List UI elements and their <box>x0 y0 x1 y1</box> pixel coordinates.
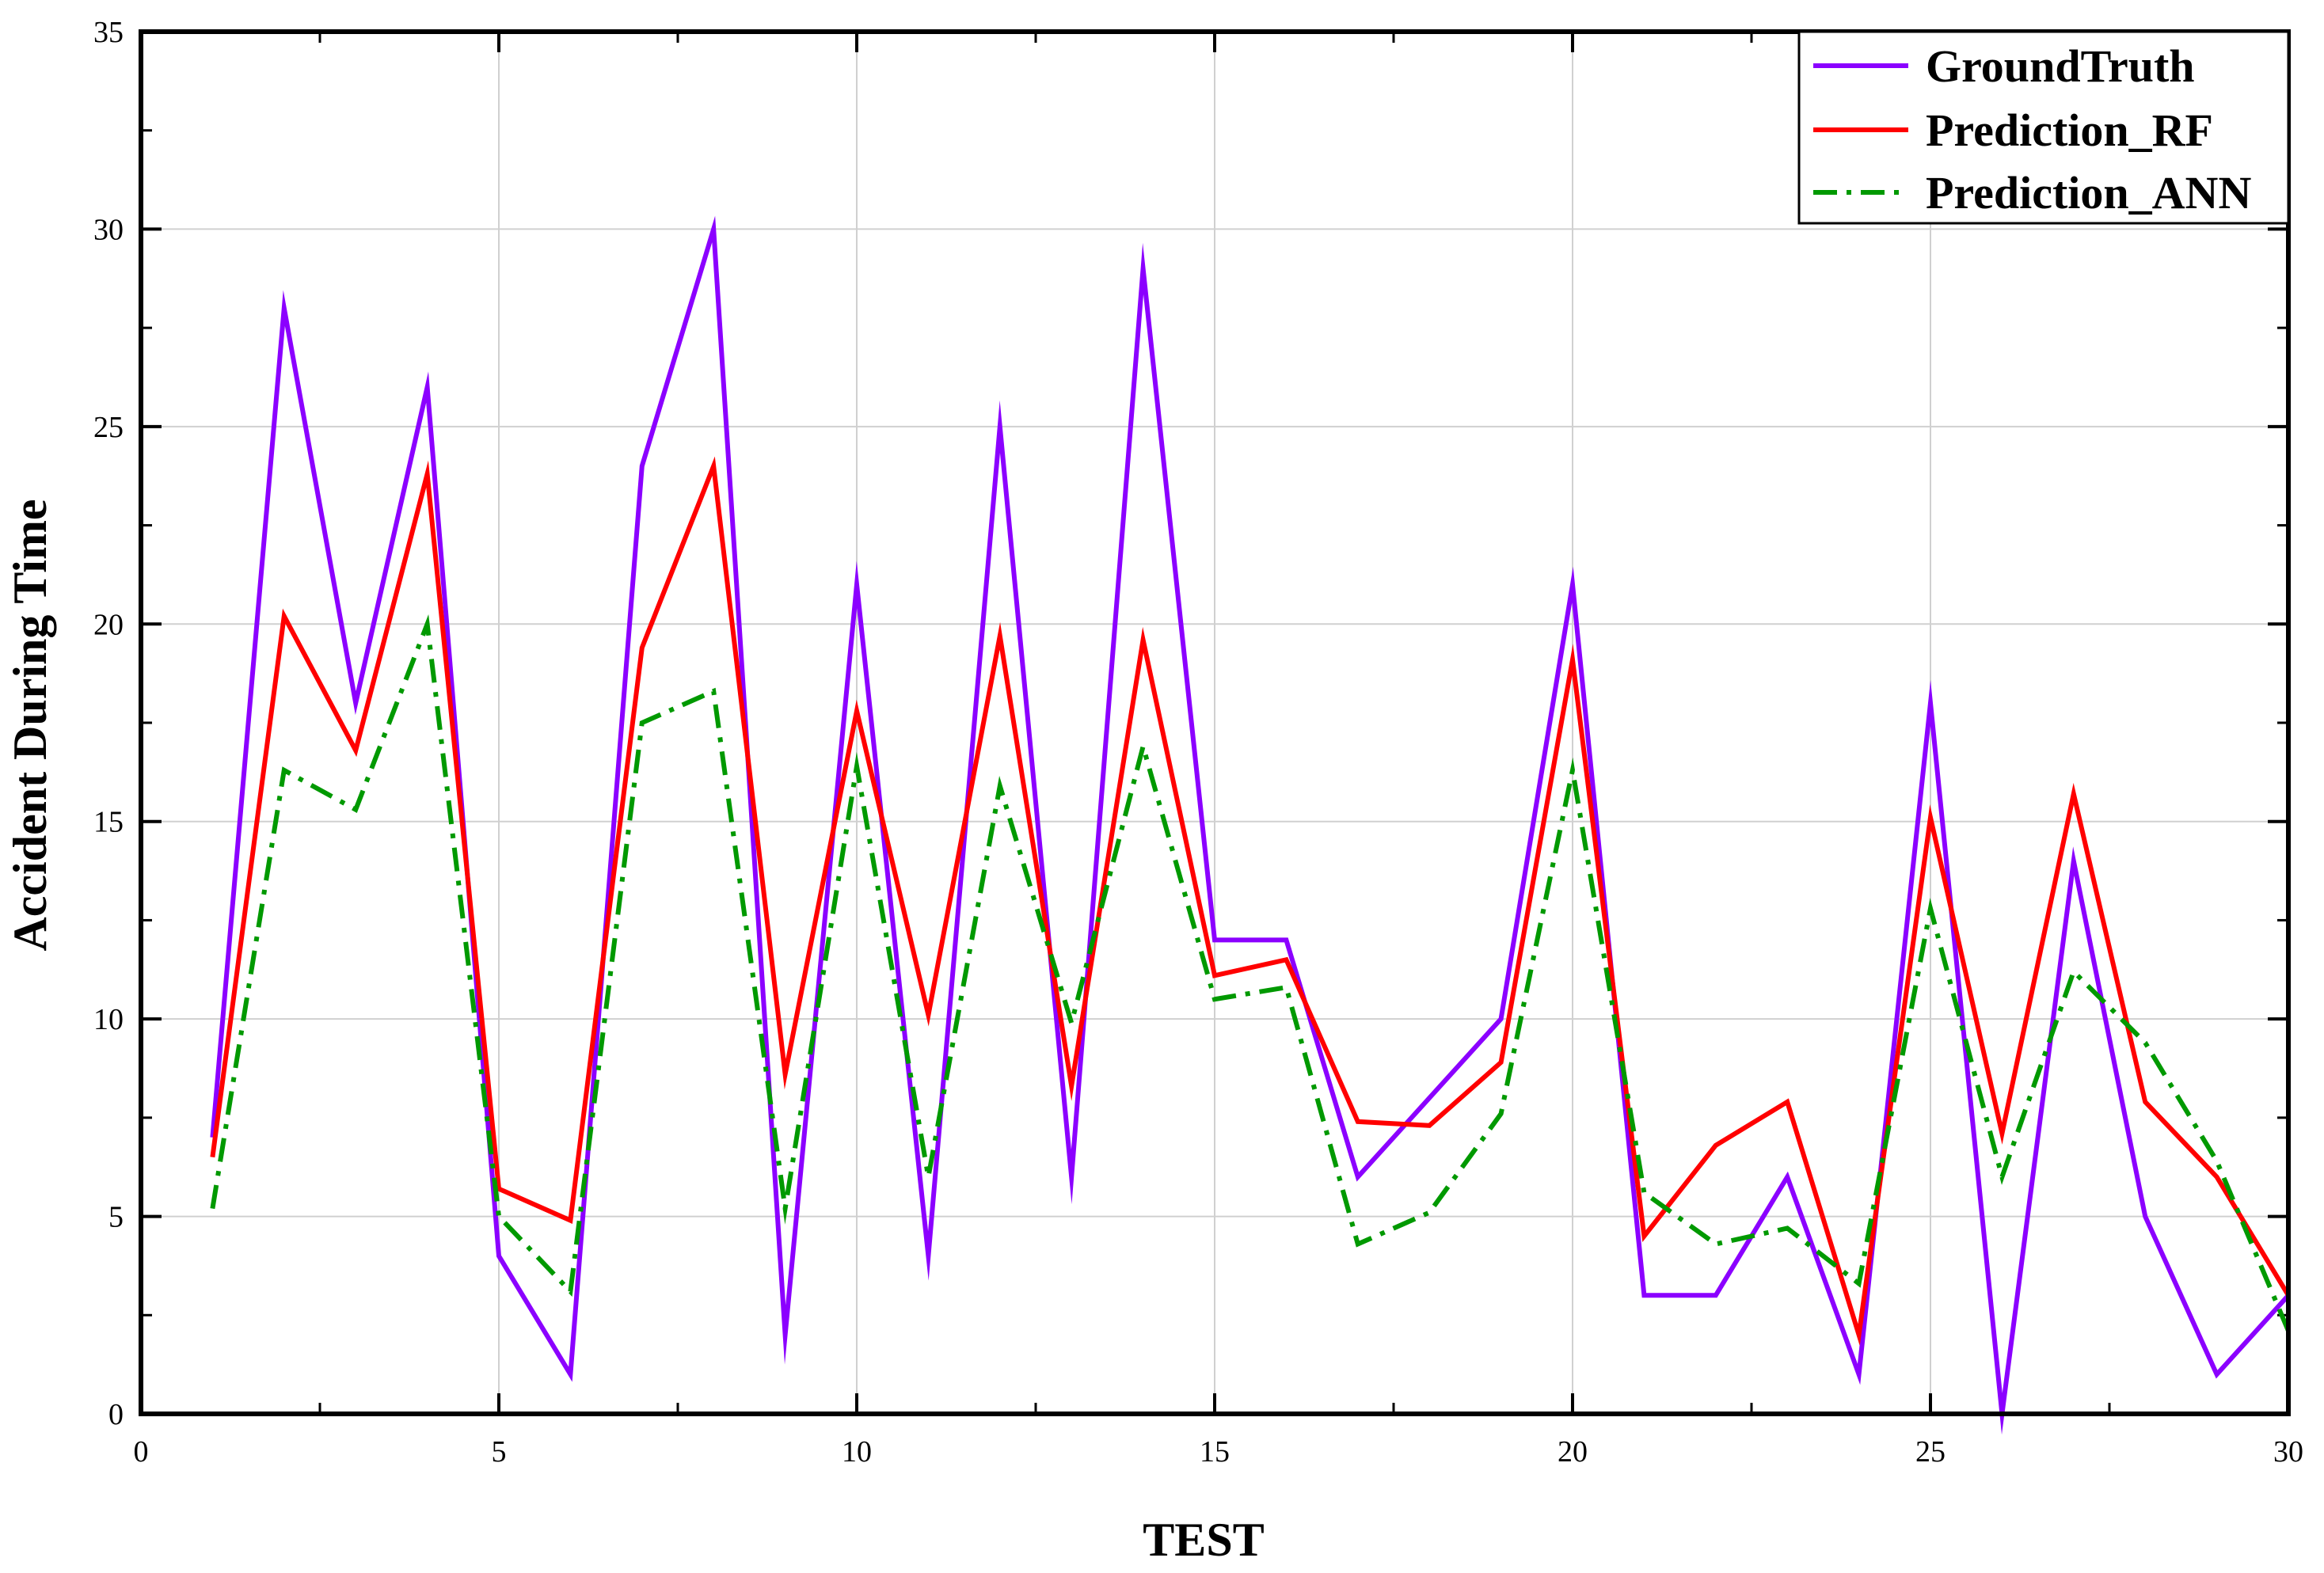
y-tick-label: 30 <box>93 213 124 246</box>
x-tick-label: 5 <box>492 1435 507 1469</box>
y-tick-label: 25 <box>93 411 124 444</box>
legend-label-groundtruth: GroundTruth <box>1926 40 2195 92</box>
legend-item-groundtruth: GroundTruth <box>1813 40 2195 92</box>
x-tick-label: 25 <box>1915 1435 1946 1469</box>
y-tick-label: 35 <box>93 16 124 49</box>
legend-item-prediction-ann: Prediction_ANN <box>1813 167 2251 218</box>
legend-label-prediction-rf: Prediction_RF <box>1926 104 2213 156</box>
series-line-prediction-ann <box>210 614 2291 1332</box>
x-tick-label: 10 <box>842 1435 872 1469</box>
y-axis-title: Accident During Time <box>4 499 56 951</box>
x-tick-labels: 0 5 10 15 20 25 30 <box>134 1435 2304 1469</box>
series-lines <box>210 215 2291 1435</box>
y-tick-label: 0 <box>108 1398 124 1431</box>
series-line-groundtruth <box>210 215 2291 1435</box>
y-tick-label: 20 <box>93 608 124 641</box>
legend-item-prediction-rf: Prediction_RF <box>1813 104 2213 156</box>
grid-lines <box>141 32 2288 1414</box>
x-tick-label: 15 <box>1200 1435 1230 1469</box>
y-tick-labels: 0 5 10 15 20 25 30 35 <box>93 16 124 1431</box>
x-tick-label: 30 <box>2273 1435 2303 1469</box>
y-tick-label: 15 <box>93 806 124 839</box>
series-line-prediction-rf <box>210 456 2291 1347</box>
y-tick-label: 5 <box>108 1201 124 1234</box>
x-axis-title: TEST <box>1143 1514 1264 1566</box>
y-tick-label: 10 <box>93 1003 124 1036</box>
x-tick-label: 0 <box>134 1435 149 1469</box>
legend-label-prediction-ann: Prediction_ANN <box>1926 167 2251 218</box>
legend: GroundTruth Prediction_RF Prediction_ANN <box>1797 30 2290 225</box>
x-tick-label: 20 <box>1558 1435 1588 1469</box>
